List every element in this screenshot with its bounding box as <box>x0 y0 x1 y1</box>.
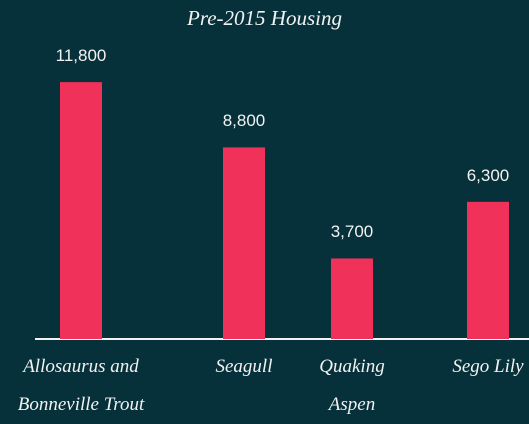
bar <box>60 82 102 339</box>
x-tick-label: Seagull <box>215 356 273 377</box>
chart-title: Pre-2015 Housing <box>187 6 342 30</box>
bar <box>467 201 509 339</box>
x-tick-label: Allosaurus and Bonneville Trout <box>17 356 145 415</box>
value-label: 11,800 <box>55 46 107 66</box>
value-label: 6,300 <box>466 165 510 185</box>
value-label: 8,800 <box>222 111 266 131</box>
value-label: 3,700 <box>330 222 374 242</box>
bar <box>331 258 373 339</box>
x-tick-label: Quaking Aspen <box>319 356 385 415</box>
x-tick-label: Sego Lily <box>452 356 524 377</box>
bar <box>223 147 265 339</box>
